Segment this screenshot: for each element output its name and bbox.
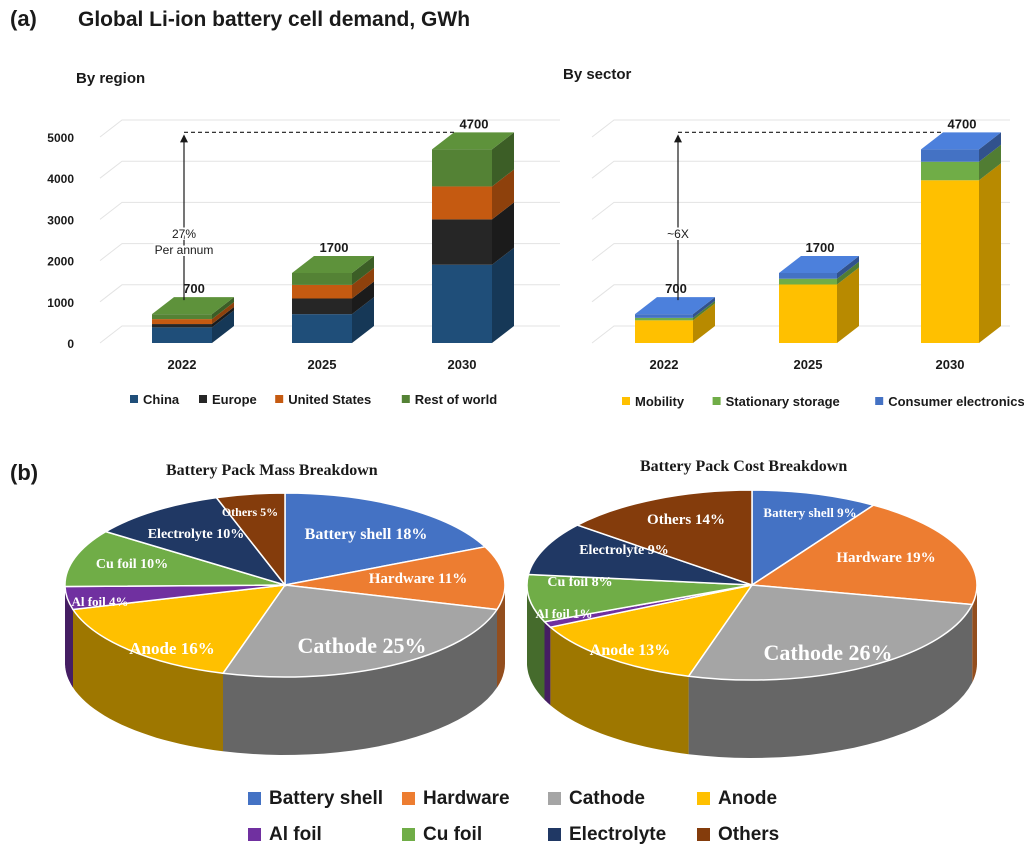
sector-annotation: ~6X	[667, 227, 689, 241]
x-tick-label-2022: 2022	[650, 357, 679, 372]
legend-swatch-europe	[199, 395, 207, 403]
pie-legend-item-anode: Anode	[697, 788, 777, 810]
pie-legend-swatch	[248, 792, 261, 805]
pie-label-cu-foil: Cu foil 8%	[547, 575, 612, 590]
pie-legend-swatch	[248, 828, 261, 841]
pie-legend-label: Hardware	[423, 788, 510, 809]
legend-label-stationary-storage: Stationary storage	[726, 394, 840, 409]
growth-annotation-0: 27%	[172, 227, 196, 241]
legend-label-consumer-electronics: Consumer electronics	[888, 394, 1024, 409]
y-tick-label: 4000	[47, 172, 74, 186]
pie-label-battery-shell: Battery shell 9%	[763, 505, 856, 520]
legend-label-mobility: Mobility	[635, 394, 685, 409]
bar-mobility-2030	[921, 163, 1001, 343]
pie-legend-item-al-foil: Al foil	[248, 824, 322, 846]
pie-label-electrolyte: Electrolyte 10%	[148, 527, 245, 542]
pie-legend-label: Anode	[718, 788, 777, 809]
pie-label-al-foil: Al foil 4%	[71, 594, 128, 609]
pie-legend-label: Battery shell	[269, 788, 383, 809]
total-label-2022: 700	[665, 281, 687, 296]
legend-label-china: China	[143, 392, 180, 407]
pie-legend-item-cu-foil: Cu foil	[402, 824, 482, 846]
total-label-2030: 4700	[948, 116, 977, 131]
legend-swatch-united-states	[275, 395, 283, 403]
pie-legend-swatch	[548, 792, 561, 805]
pie-legend-label: Al foil	[269, 824, 322, 845]
growth-annotation-1: Per annum	[155, 243, 214, 257]
y-tick-label: 5000	[47, 131, 74, 145]
pie-label-others: Others 14%	[647, 512, 725, 528]
pie-label-hardware: Hardware 11%	[369, 571, 467, 587]
growth-arrow-head	[674, 134, 682, 142]
pie-label-anode: Anode 16%	[129, 639, 214, 658]
pie-side-al-foil	[545, 622, 551, 706]
x-tick-label-2030: 2030	[936, 357, 965, 372]
pie-legend-item-battery-shell: Battery shell	[248, 788, 383, 810]
legend-swatch-china	[130, 395, 138, 403]
pie-legend-swatch	[402, 792, 415, 805]
pie-legend-label: Others	[718, 824, 779, 845]
y-tick-label: 3000	[47, 213, 74, 227]
pie-legend-label: Cathode	[569, 788, 645, 809]
legend-swatch-stationary-storage	[713, 397, 721, 405]
x-tick-label-2030: 2030	[448, 357, 477, 372]
x-tick-label-2022: 2022	[168, 357, 197, 372]
y-tick-label: 2000	[47, 255, 74, 269]
growth-arrow-head	[180, 134, 188, 142]
pie-legend-label: Electrolyte	[569, 824, 666, 845]
x-tick-label-2025: 2025	[308, 357, 337, 372]
legend-swatch-consumer-electronics	[875, 397, 883, 405]
x-tick-label-2025: 2025	[794, 357, 823, 372]
pie-legend-item-electrolyte: Electrolyte	[548, 824, 666, 846]
legend-label-united-states: United States	[288, 392, 371, 407]
total-label-2025: 1700	[320, 240, 349, 255]
pie-legend-swatch	[548, 828, 561, 841]
pie-legend-label: Cu foil	[423, 824, 482, 845]
total-label-2025: 1700	[806, 240, 835, 255]
legend-swatch-rest-of-world	[402, 395, 410, 403]
pie-label-hardware: Hardware 19%	[836, 550, 935, 566]
pie-legend-swatch	[697, 792, 710, 805]
pie-label-cathode: Cathode 25%	[298, 633, 427, 658]
pie-label-electrolyte: Electrolyte 9%	[579, 543, 669, 558]
total-label-2022: 700	[183, 281, 205, 296]
pie-label-cathode: Cathode 26%	[764, 640, 893, 665]
pie-label-others: Others 5%	[222, 505, 278, 519]
chart-canvas: 0 1000 2000 3000 4000 5000 700 2022 1700 2025 4700…	[0, 0, 1024, 850]
pie-label-anode: Anode 13%	[590, 642, 670, 659]
total-label-2030: 4700	[460, 116, 489, 131]
legend-label-rest-of-world: Rest of world	[415, 392, 497, 407]
legend-swatch-mobility	[622, 397, 630, 405]
pie-legend-item-others: Others	[697, 824, 779, 846]
y-tick-label: 1000	[47, 296, 74, 310]
pie-legend-swatch	[402, 828, 415, 841]
pie-label-al-foil: Al foil 1%	[535, 606, 592, 621]
pie-label-cu-foil: Cu foil 10%	[96, 557, 168, 572]
legend-label-europe: Europe	[212, 392, 257, 407]
pie-legend-item-hardware: Hardware	[402, 788, 510, 810]
pie-legend-swatch	[697, 828, 710, 841]
pie-legend-item-cathode: Cathode	[548, 788, 645, 810]
pie-label-battery-shell: Battery shell 18%	[305, 526, 428, 543]
y-tick-label: 0	[67, 337, 74, 351]
